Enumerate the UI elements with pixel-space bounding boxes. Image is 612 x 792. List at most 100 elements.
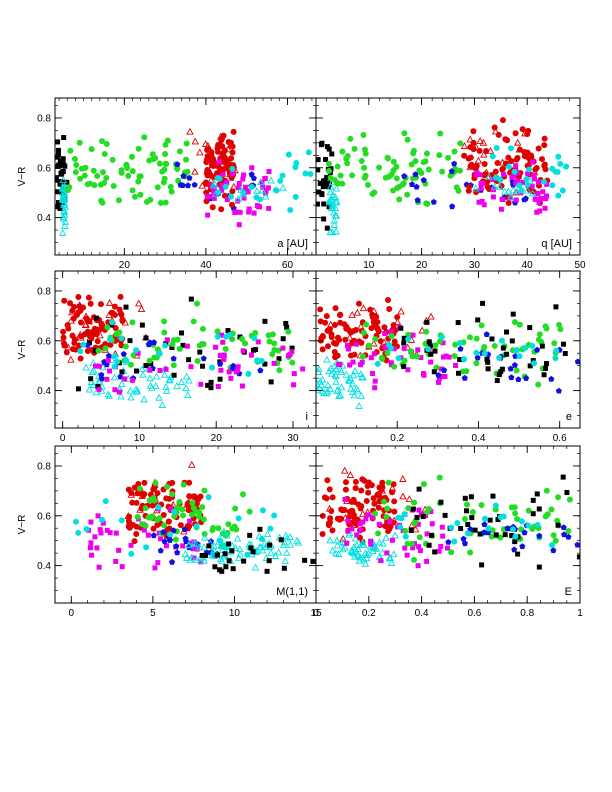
point-scattered <box>175 177 182 184</box>
point-scattered <box>122 343 129 350</box>
point-cold_open <box>385 521 394 528</box>
point-centaur <box>219 568 225 574</box>
point-cold_open <box>346 471 355 478</box>
point-trojan <box>391 531 399 539</box>
point-resonant <box>534 521 541 528</box>
point-scattered <box>72 169 79 176</box>
point-scattered <box>162 160 169 167</box>
point-plutino <box>255 339 261 345</box>
point-trojan <box>185 540 193 548</box>
point-plutino <box>415 347 421 353</box>
point-scattered <box>146 157 153 164</box>
point-centaur <box>504 351 510 357</box>
point-scattered <box>169 341 176 348</box>
point-trojan <box>267 548 275 556</box>
point-scattered <box>433 364 440 371</box>
point-cold <box>519 126 526 133</box>
point-plutino <box>347 362 353 368</box>
point-plutino <box>235 198 241 204</box>
point-scattered <box>334 180 341 187</box>
point-trojan <box>387 559 396 567</box>
point-scattered <box>425 166 432 173</box>
x-tick-label: 10 <box>229 608 241 619</box>
point-trojan <box>339 545 347 553</box>
point-trojan <box>316 364 323 372</box>
point-trojan <box>82 363 90 371</box>
plot-frame <box>315 97 581 256</box>
point-trojan <box>318 375 327 383</box>
point-plutino <box>372 378 378 384</box>
point-cold <box>193 495 200 502</box>
point-resonant <box>507 145 514 152</box>
point-plutino <box>145 532 151 538</box>
point-plutino <box>280 345 286 351</box>
point-trojan <box>160 370 169 378</box>
point-cold_open <box>486 146 495 154</box>
point-trojan <box>281 557 289 564</box>
point-resonant_open <box>490 182 499 190</box>
point-centaur <box>426 542 432 548</box>
point-centaur <box>127 338 133 344</box>
point-plutino <box>415 521 421 527</box>
point-plutino <box>107 368 113 374</box>
point-plutino <box>104 376 110 382</box>
point-centaur <box>57 205 63 211</box>
point-cold <box>350 327 357 334</box>
point-centaur <box>498 369 504 375</box>
point-plutino <box>246 209 252 215</box>
point-resonant <box>285 151 292 158</box>
point-centaur <box>416 486 422 492</box>
point-plutino <box>436 376 442 382</box>
point-cold <box>220 132 227 139</box>
point-plutino <box>529 183 535 189</box>
point-cold <box>333 340 340 347</box>
point-centaur <box>55 175 59 181</box>
point-cold_open <box>67 355 75 363</box>
point-plutino <box>219 332 225 338</box>
point-centaur <box>222 551 228 557</box>
point-plutino <box>520 179 526 185</box>
point-centaur <box>284 324 290 330</box>
point-scattered <box>351 145 358 152</box>
point-centaur <box>253 347 259 353</box>
point-scattered <box>437 130 444 137</box>
point-centaur <box>468 494 474 500</box>
point-trojan <box>184 391 192 399</box>
point-plutino <box>211 189 217 195</box>
point-centaur <box>472 527 478 533</box>
point-trojan <box>236 545 244 553</box>
point-plutino <box>233 369 239 375</box>
point-resonant <box>557 160 564 167</box>
point-scattered <box>194 357 201 364</box>
point-centaur <box>536 564 542 570</box>
point-resonant_open <box>209 181 218 189</box>
point-cold_open <box>196 148 204 156</box>
point-plutino <box>345 346 351 352</box>
point-cold_open <box>469 142 478 150</box>
point-scattered <box>129 187 136 194</box>
point-resonant <box>493 174 500 181</box>
point-plutino <box>96 363 102 369</box>
point-trojan <box>218 557 226 565</box>
point-plutino <box>388 329 394 335</box>
point-trojan <box>195 543 204 551</box>
point-cold_open <box>411 525 420 533</box>
point-hot <box>186 174 193 181</box>
point-centaur <box>92 348 98 354</box>
point-plutino <box>513 180 519 186</box>
point-trojan <box>327 204 336 212</box>
point-scattered <box>391 363 398 370</box>
point-plutino <box>96 564 102 570</box>
point-centaur <box>86 340 92 346</box>
point-scattered <box>135 178 142 185</box>
point-scattered <box>393 175 400 182</box>
point-centaur <box>553 304 559 310</box>
point-plutino <box>404 552 410 558</box>
point-cold_open <box>96 331 104 339</box>
point-resonant <box>464 530 471 537</box>
y-tick-label: 0.6 <box>37 511 51 522</box>
point-resonant_open <box>507 193 515 201</box>
point-plutino <box>112 387 118 393</box>
point-scattered <box>67 147 74 154</box>
point-scattered <box>88 146 95 153</box>
